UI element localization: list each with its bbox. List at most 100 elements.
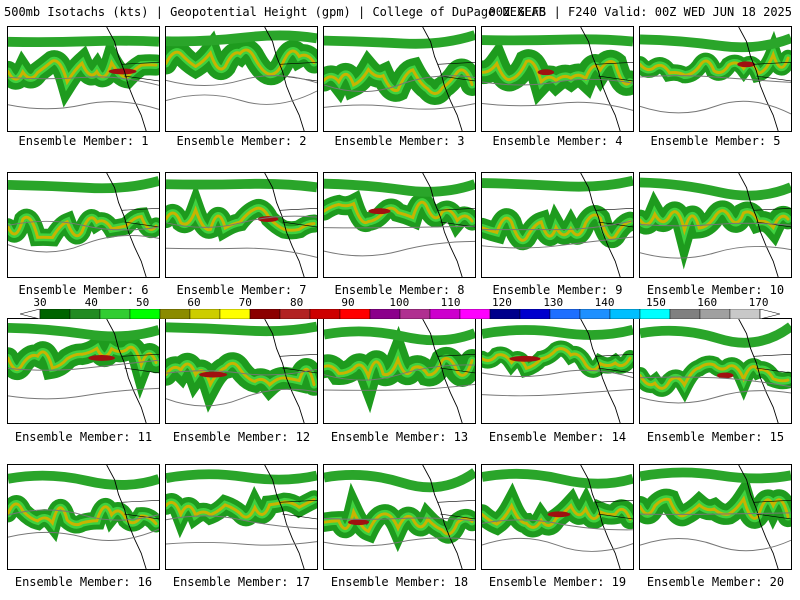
geopotential-height-contour — [166, 368, 317, 376]
ensemble-member-map — [165, 318, 318, 424]
ensemble-member-label: Ensemble Member: 7 — [176, 283, 307, 297]
geopotential-height-contour — [640, 538, 791, 552]
ensemble-member-map — [481, 318, 634, 424]
jet-stream-band — [482, 213, 632, 242]
ensemble-member-map — [481, 172, 634, 278]
ensemble-member-map — [323, 172, 476, 278]
colorbar-swatch — [729, 309, 761, 319]
isotach-colorbar — [20, 309, 780, 319]
geopotential-height-contour — [482, 220, 633, 231]
coastline — [422, 319, 463, 423]
colorbar-swatch — [339, 309, 371, 319]
colorbar-tick-label: 150 — [645, 296, 666, 309]
geopotential-height-contour — [324, 225, 475, 229]
ensemble-member-label: Ensemble Member: 4 — [492, 134, 623, 148]
jet-stream-band — [8, 322, 159, 342]
colorbar-tick-label: 60 — [187, 296, 201, 309]
geopotential-height-contour — [166, 75, 317, 86]
geopotential-height-contour — [8, 101, 159, 110]
ensemble-member-label: Ensemble Member: 3 — [334, 134, 465, 148]
colorbar-swatch — [609, 309, 641, 319]
wind-max-core — [108, 68, 137, 75]
coastline — [580, 465, 621, 569]
jet-stream-band — [482, 175, 633, 192]
geopotential-height-contour — [482, 78, 633, 86]
geopotential-height-contour — [482, 101, 633, 111]
colorbar-swatch — [219, 309, 251, 319]
colorbar-swatch — [69, 309, 101, 319]
wind-max-core — [547, 511, 571, 518]
geopotential-height-contour — [640, 390, 791, 404]
ensemble-member-map — [639, 172, 792, 278]
political-border — [437, 354, 475, 374]
colorbar-swatch — [429, 309, 461, 319]
jet-stream-band — [324, 507, 474, 536]
colorbar-upper-arrow — [759, 309, 780, 319]
jet-stream-band — [640, 322, 791, 348]
geopotential-height-contour — [324, 383, 475, 391]
geopotential-height-contour — [166, 541, 317, 546]
coastline — [106, 465, 147, 569]
ensemble-member-label: Ensemble Member: 9 — [492, 283, 623, 297]
jet-stream-band — [8, 470, 159, 490]
colorbar-tick-label: 140 — [594, 296, 615, 309]
political-border — [121, 354, 159, 374]
jet-stream-band — [640, 495, 790, 520]
colorbar-swatch — [639, 309, 671, 319]
colorbar-swatch — [159, 309, 191, 319]
ensemble-member-label: Ensemble Member: 18 — [330, 575, 469, 589]
ensemble-member-map — [7, 172, 160, 278]
ensemble-member-label: Ensemble Member: 12 — [172, 430, 311, 444]
ensemble-member-label: Ensemble Member: 13 — [330, 430, 469, 444]
wind-max-core — [537, 69, 555, 76]
colorbar-swatch — [699, 309, 731, 319]
jet-stream-band — [640, 50, 790, 77]
coastline — [738, 319, 779, 423]
geopotential-height-contour — [166, 247, 317, 258]
colorbar-swatch — [369, 309, 401, 319]
colorbar-swatch — [489, 309, 521, 319]
geopotential-height-contour — [482, 537, 633, 552]
colorbar-tick-label: 90 — [341, 296, 355, 309]
jet-stream-band — [324, 200, 474, 225]
colorbar-swatch — [249, 309, 281, 319]
jet-stream-band — [166, 178, 317, 193]
geopotential-height-contour — [8, 76, 159, 86]
colorbar-tick-label: 100 — [389, 296, 410, 309]
geopotential-height-contour — [324, 75, 475, 92]
geopotential-height-contour — [166, 388, 317, 407]
colorbar-swatch — [519, 309, 551, 319]
political-border — [437, 500, 475, 520]
coastline — [264, 173, 305, 277]
geopotential-height-contour — [640, 245, 791, 259]
ensemble-member-label: Ensemble Member: 5 — [650, 134, 781, 148]
ensemble-member-label: Ensemble Member: 19 — [488, 575, 627, 589]
geopotential-height-contour — [640, 100, 791, 115]
geopotential-height-contour — [8, 509, 159, 521]
jet-stream-band — [166, 205, 316, 232]
geopotential-height-contour — [8, 387, 159, 400]
jet-stream-band — [8, 345, 158, 371]
wind-max-core — [348, 519, 370, 526]
colorbar-tick-label: 40 — [84, 296, 98, 309]
coastline — [580, 319, 621, 423]
geopotential-height-contour — [8, 528, 159, 541]
political-border — [279, 208, 317, 228]
political-border — [595, 500, 633, 520]
political-border — [279, 354, 317, 374]
colorbar-swatch — [39, 309, 71, 319]
jet-stream-band — [8, 214, 158, 240]
ensemble-member-map — [7, 464, 160, 570]
colorbar-swatch — [309, 309, 341, 319]
colorbar-swatch — [579, 309, 611, 319]
wind-max-core — [88, 355, 115, 361]
coastline — [422, 27, 463, 131]
geopotential-height-contour — [640, 222, 791, 227]
coastline — [738, 27, 779, 131]
geopotential-height-contour — [8, 220, 159, 231]
geopotential-height-contour — [482, 369, 633, 379]
geopotential-height-contour — [8, 234, 159, 253]
ensemble-member-label: Ensemble Member: 1 — [18, 134, 149, 148]
coastline — [738, 465, 779, 569]
jet-stream-band — [166, 469, 317, 485]
